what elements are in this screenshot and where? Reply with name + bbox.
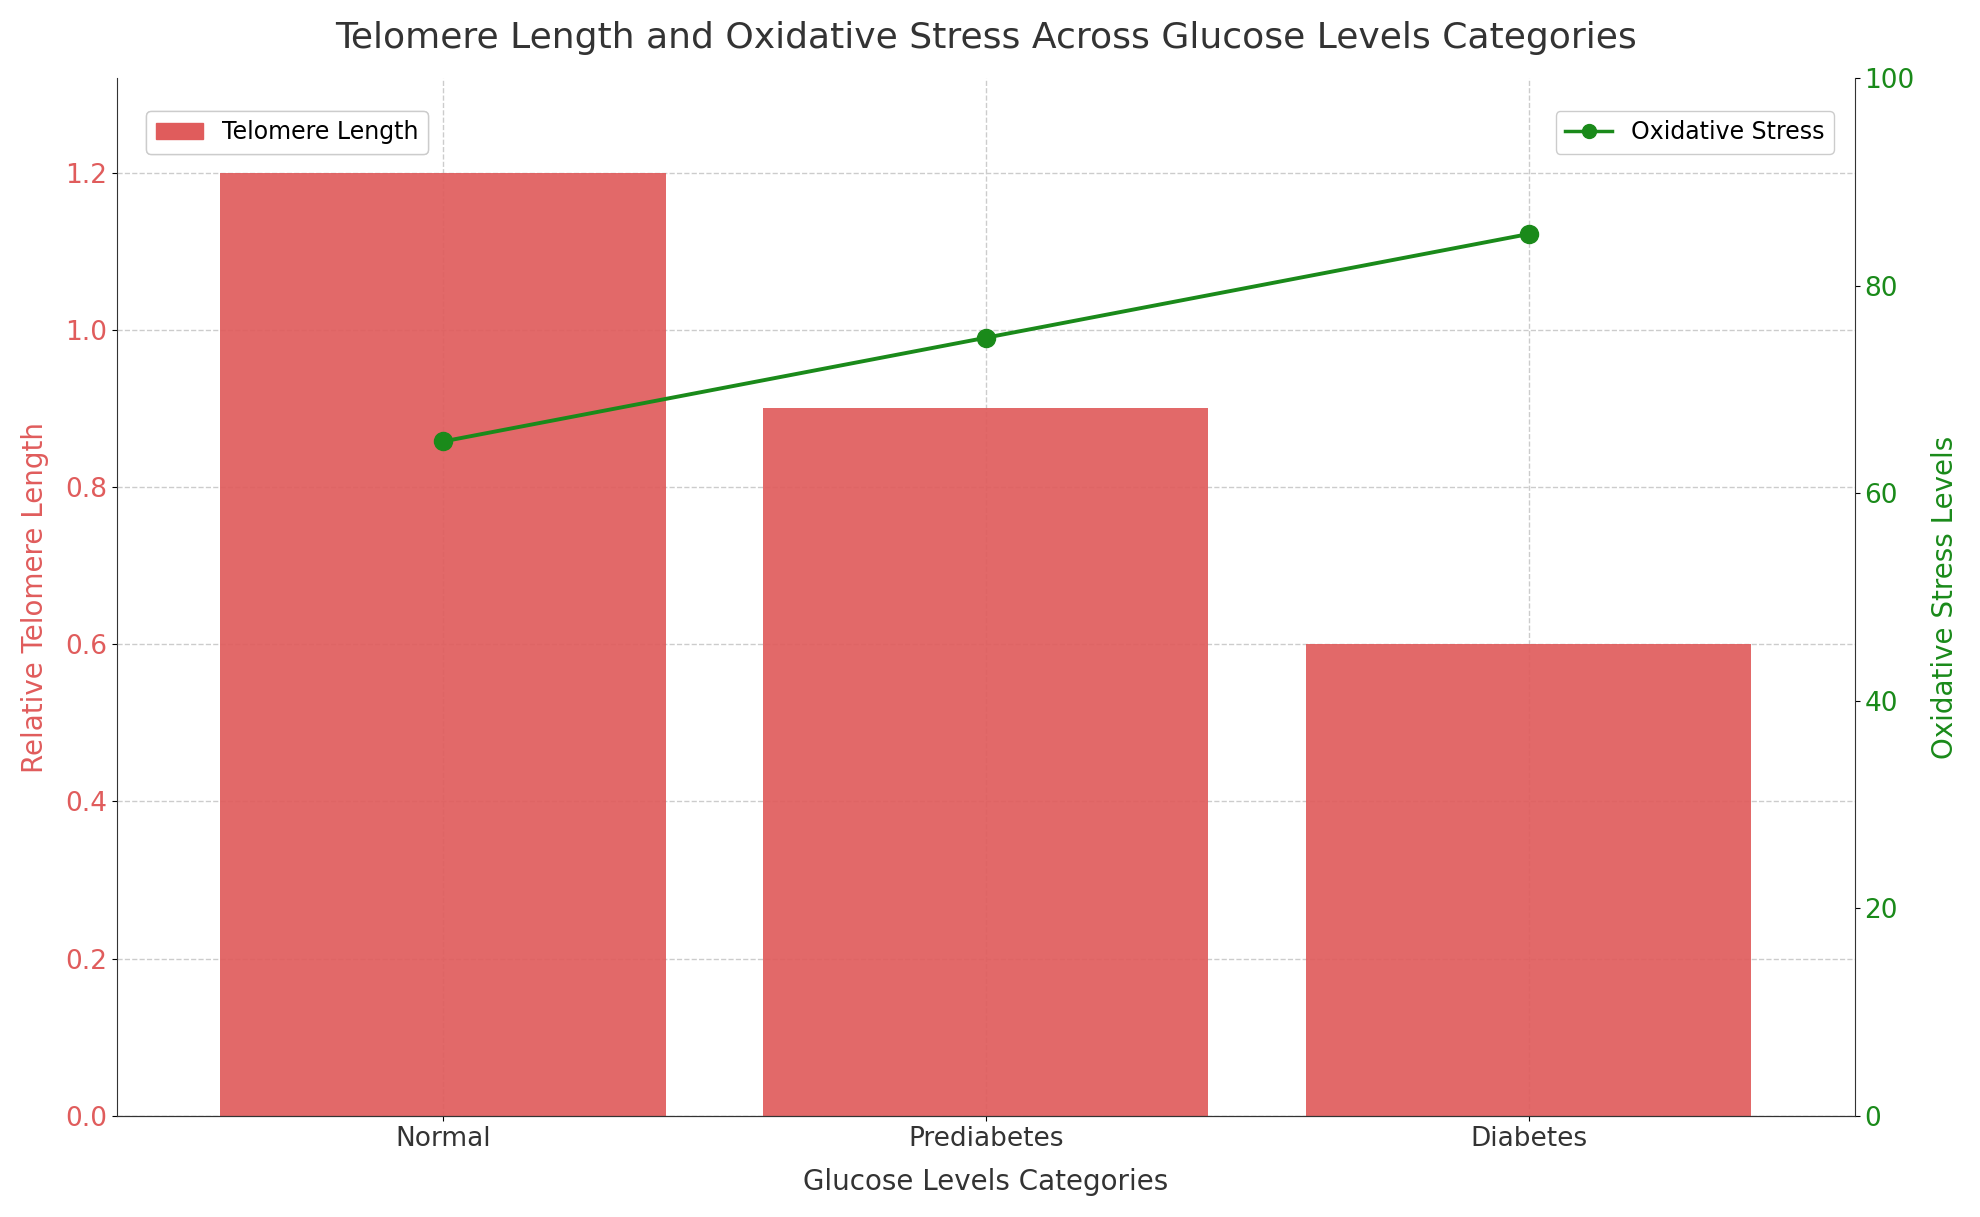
Title: Telomere Length and Oxidative Stress Across Glucose Levels Categories: Telomere Length and Oxidative Stress Acr… — [335, 21, 1637, 55]
Bar — [220, 173, 665, 1116]
Y-axis label: Relative Telomere Length: Relative Telomere Length — [22, 421, 50, 773]
Legend: Telomere Length: Telomere Length — [147, 111, 428, 153]
Bar — [762, 409, 1208, 1116]
X-axis label: Glucose Levels Categories: Glucose Levels Categories — [804, 1168, 1168, 1196]
Legend: Oxidative Stress: Oxidative Stress — [1556, 111, 1833, 153]
Bar — [1307, 644, 1752, 1116]
Y-axis label: Oxidative Stress Levels: Oxidative Stress Levels — [1930, 436, 1958, 758]
